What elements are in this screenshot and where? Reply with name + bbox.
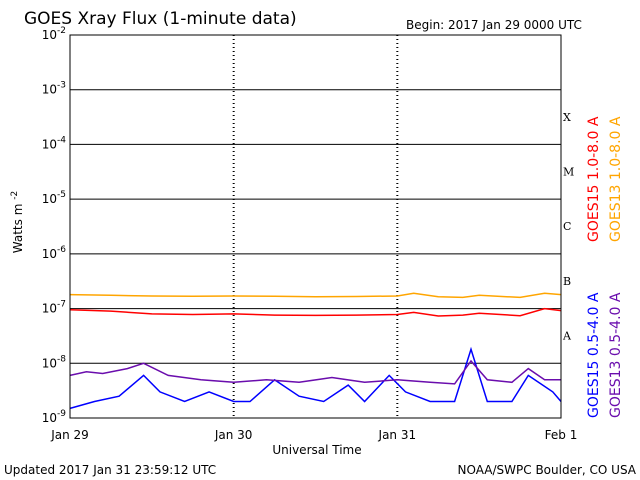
x-axis-label: Universal Time — [272, 443, 361, 457]
y-tick-base: 10 — [42, 83, 57, 97]
y-tick-exp: -9 — [57, 409, 66, 419]
series-layer — [69, 292, 562, 410]
x-tick-label: Feb 1 — [545, 428, 578, 442]
flare-class-label: M — [563, 166, 574, 179]
series-line — [69, 307, 562, 317]
y-tick-base: 10 — [42, 356, 57, 370]
flare-class-label: C — [563, 220, 571, 233]
legend-entry-label: GOES15 0.5-4.0 A — [586, 292, 602, 418]
legend-entry-label: GOES13 1.0-8.0 A — [608, 116, 624, 242]
y-tick-base: 10 — [42, 302, 57, 316]
y-axis-label-base: Watts m — [11, 204, 25, 254]
y-tick-exp: -2 — [57, 26, 66, 36]
y-tick-label: 10-8 — [42, 354, 67, 370]
chart-title: GOES Xray Flux (1-minute data) — [24, 9, 297, 29]
y-tick-label: 10-9 — [42, 409, 67, 425]
legend-entry: GOES13 0.5-4.0 A — [608, 292, 624, 418]
flare-class-label: A — [562, 330, 572, 343]
y-tick-exp: -3 — [57, 81, 66, 91]
svg-text:Watts m -2: Watts m -2 — [10, 191, 25, 253]
y-tick-label: 10-6 — [42, 245, 67, 261]
series-line — [69, 359, 561, 385]
y-tick-base: 10 — [42, 28, 57, 42]
y-tick-label: 10-7 — [42, 300, 66, 316]
y-tick-exp: -4 — [57, 135, 66, 145]
y-tick-base: 10 — [42, 137, 57, 151]
series-line — [69, 292, 562, 299]
y-tick-label: 10-3 — [42, 81, 66, 97]
y-tick-base: 10 — [42, 247, 57, 261]
y-tick-label: 10-2 — [42, 26, 66, 42]
y-tick-base: 10 — [42, 411, 57, 425]
y-tick-base: 10 — [42, 192, 57, 206]
y-tick-exp: -8 — [57, 354, 66, 364]
legend: GOES15 1.0-8.0 A GOES13 1.0-8.0 A GOES15 0… — [586, 116, 624, 418]
y-tick-label: 10-5 — [42, 190, 66, 206]
y-tick-label: 10-4 — [42, 135, 67, 151]
y-axis-label: Watts m -2 — [10, 191, 25, 253]
y-tick-exp: -6 — [57, 245, 66, 255]
begin-date-label: Begin: 2017 Jan 29 0000 UTC — [406, 18, 582, 32]
y-tick-exp: -5 — [57, 190, 66, 200]
x-tick-labels: Jan 29 Jan 30 Jan 31 Feb 1 — [50, 428, 577, 442]
flare-class-label: X — [563, 111, 571, 124]
plot-frame — [69, 34, 562, 419]
x-tick-label: Jan 29 — [50, 428, 89, 442]
legend-entry: GOES15 1.0-8.0 A — [586, 116, 602, 242]
y-axis-label-exp: -2 — [10, 191, 20, 200]
x-tick-label: Jan 31 — [378, 428, 417, 442]
y-tick-labels: 10-210-310-410-510-610-710-810-9 — [42, 26, 67, 425]
updated-timestamp: Updated 2017 Jan 31 23:59:12 UTC — [4, 463, 216, 477]
y-tick-exp: -7 — [57, 300, 66, 310]
flare-class-labels: X M C B A — [562, 111, 574, 343]
series-line — [69, 346, 562, 410]
legend-entry: GOES13 1.0-8.0 A — [608, 116, 624, 242]
legend-entry-label: GOES13 0.5-4.0 A — [608, 292, 624, 418]
legend-entry-label: GOES15 1.0-8.0 A — [586, 116, 602, 242]
x-tick-label: Jan 30 — [214, 428, 253, 442]
flare-class-label: B — [563, 275, 571, 288]
legend-entry: GOES15 0.5-4.0 A — [586, 292, 602, 418]
credit-text: NOAA/SWPC Boulder, CO USA — [458, 463, 637, 477]
